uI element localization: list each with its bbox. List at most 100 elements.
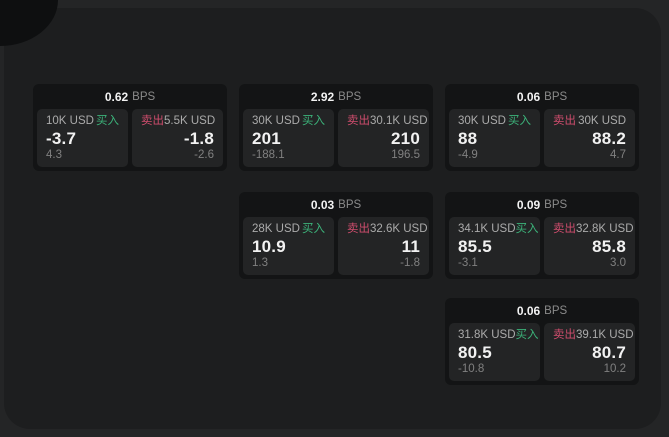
sell-top-row: 卖出 5.5K USD [141, 115, 216, 128]
bps-value: 0.09 [516, 197, 541, 212]
sell-panel[interactable]: 卖出 39.1K USD 80.7 10.2 [544, 323, 635, 381]
buy-price: 88 [458, 129, 478, 148]
buy-price: 80.5 [458, 343, 492, 362]
buy-side-label: 买入 [302, 223, 325, 235]
quote-card: 2.92 BPS 30K USD 买入 201 -188.1 卖出 30.1K … [239, 84, 433, 171]
sell-change: 3.0 [610, 256, 626, 269]
sell-change: -2.6 [194, 148, 214, 161]
sell-side-label: 卖出 [141, 115, 164, 127]
buy-panel[interactable]: 34.1K USD 买入 85.5 -3.1 [449, 217, 540, 275]
sell-price: 11 [401, 237, 420, 256]
bps-unit-label: BPS [544, 90, 568, 103]
sell-top-row: 卖出 32.8K USD [553, 223, 634, 236]
sell-amount: 39.1K USD [576, 329, 634, 341]
sell-amount: 5.5K USD [164, 115, 216, 127]
buy-amount: 31.8K USD [458, 329, 516, 341]
buy-panel[interactable]: 28K USD 买入 10.9 1.3 [243, 217, 334, 275]
buy-amount: 28K USD [252, 223, 300, 235]
sell-panel[interactable]: 卖出 5.5K USD -1.8 -2.6 [132, 109, 223, 167]
bps-header: 0.06 BPS [445, 84, 639, 109]
buy-top-row: 30K USD 买入 [458, 115, 531, 128]
buy-amount: 34.1K USD [458, 223, 516, 235]
buy-side-label: 买入 [508, 115, 531, 127]
sell-price: 85.8 [592, 237, 626, 256]
bps-value: 0.03 [310, 197, 335, 212]
bps-unit-label: BPS [544, 198, 568, 211]
quote-card: 0.06 BPS 31.8K USD 买入 80.5 -10.8 卖出 39.1… [445, 298, 639, 385]
bps-unit-label: BPS [338, 198, 362, 211]
quote-body: 30K USD 买入 201 -188.1 卖出 30.1K USD 210 1… [239, 109, 433, 171]
sell-side-label: 卖出 [347, 115, 370, 127]
bps-unit-label: BPS [544, 304, 568, 317]
sell-amount: 32.8K USD [576, 223, 634, 235]
buy-side-label: 买入 [515, 329, 539, 341]
bps-header: 0.06 BPS [445, 298, 639, 323]
buy-amount: 30K USD [458, 115, 506, 127]
buy-change: -10.8 [458, 362, 485, 375]
sell-side-label: 卖出 [347, 223, 370, 235]
sell-change: 10.2 [603, 362, 626, 375]
quote-body: 10K USD 买入 -3.7 4.3 卖出 5.5K USD -1.8 -2.… [33, 109, 227, 171]
buy-top-row: 10K USD 买入 [46, 115, 119, 128]
bps-header: 0.03 BPS [239, 192, 433, 217]
buy-panel[interactable]: 30K USD 买入 88 -4.9 [449, 109, 540, 167]
bps-value: 0.06 [516, 89, 541, 104]
sell-panel[interactable]: 卖出 32.8K USD 85.8 3.0 [544, 217, 635, 275]
buy-change: 4.3 [46, 148, 62, 161]
sell-amount: 32.6K USD [370, 223, 428, 235]
buy-side-label: 买入 [302, 115, 325, 127]
bps-header: 0.62 BPS [33, 84, 227, 109]
buy-top-row: 28K USD 买入 [252, 223, 325, 236]
sell-change: -1.8 [400, 256, 420, 269]
quote-card: 0.09 BPS 34.1K USD 买入 85.5 -3.1 卖出 32.8K… [445, 192, 639, 279]
sell-top-row: 卖出 30.1K USD [347, 115, 428, 128]
buy-side-label: 买入 [96, 115, 119, 127]
quote-body: 31.8K USD 买入 80.5 -10.8 卖出 39.1K USD 80.… [445, 323, 639, 385]
sell-panel[interactable]: 卖出 30K USD 88.2 4.7 [544, 109, 635, 167]
sell-price: 88.2 [592, 129, 626, 148]
buy-change: 1.3 [252, 256, 268, 269]
quote-body: 30K USD 买入 88 -4.9 卖出 30K USD 88.2 4.7 [445, 109, 639, 171]
bps-header: 0.09 BPS [445, 192, 639, 217]
sell-top-row: 卖出 30K USD [553, 115, 626, 128]
bps-value: 0.62 [104, 89, 129, 104]
quote-card: 0.06 BPS 30K USD 买入 88 -4.9 卖出 30K USD 8… [445, 84, 639, 171]
bps-unit-label: BPS [132, 90, 156, 103]
sell-side-label: 卖出 [553, 223, 576, 235]
sell-top-row: 卖出 39.1K USD [553, 329, 634, 342]
sell-panel[interactable]: 卖出 30.1K USD 210 196.5 [338, 109, 429, 167]
quote-body: 28K USD 买入 10.9 1.3 卖出 32.6K USD 11 -1.8 [239, 217, 433, 279]
sell-price: 80.7 [592, 343, 626, 362]
sell-amount: 30.1K USD [370, 115, 428, 127]
bps-value: 0.06 [516, 303, 541, 318]
sell-amount: 30K USD [578, 115, 626, 127]
bps-header: 2.92 BPS [239, 84, 433, 109]
buy-panel[interactable]: 31.8K USD 买入 80.5 -10.8 [449, 323, 540, 381]
bps-unit-label: BPS [338, 90, 362, 103]
sell-change: 196.5 [391, 148, 420, 161]
sell-panel[interactable]: 卖出 32.6K USD 11 -1.8 [338, 217, 429, 275]
sell-price: 210 [391, 129, 420, 148]
buy-panel[interactable]: 10K USD 买入 -3.7 4.3 [37, 109, 128, 167]
buy-price: 201 [252, 129, 281, 148]
sell-side-label: 卖出 [553, 115, 576, 127]
buy-top-row: 30K USD 买入 [252, 115, 325, 128]
buy-price: 85.5 [458, 237, 492, 256]
quote-body: 34.1K USD 买入 85.5 -3.1 卖出 32.8K USD 85.8… [445, 217, 639, 279]
sell-price: -1.8 [183, 129, 214, 148]
buy-amount: 10K USD [46, 115, 94, 127]
buy-top-row: 34.1K USD 买入 [458, 223, 539, 236]
sell-change: 4.7 [610, 148, 626, 161]
buy-top-row: 31.8K USD 买入 [458, 329, 539, 342]
buy-price: -3.7 [46, 129, 77, 148]
buy-side-label: 买入 [515, 223, 539, 235]
buy-price: 10.9 [252, 237, 286, 256]
buy-amount: 30K USD [252, 115, 300, 127]
sell-side-label: 卖出 [553, 329, 576, 341]
buy-change: -3.1 [458, 256, 478, 269]
buy-change: -4.9 [458, 148, 478, 161]
bps-value: 2.92 [310, 89, 335, 104]
quote-card: 0.03 BPS 28K USD 买入 10.9 1.3 卖出 32.6K US… [239, 192, 433, 279]
quote-card: 0.62 BPS 10K USD 买入 -3.7 4.3 卖出 5.5K USD… [33, 84, 227, 171]
buy-panel[interactable]: 30K USD 买入 201 -188.1 [243, 109, 334, 167]
